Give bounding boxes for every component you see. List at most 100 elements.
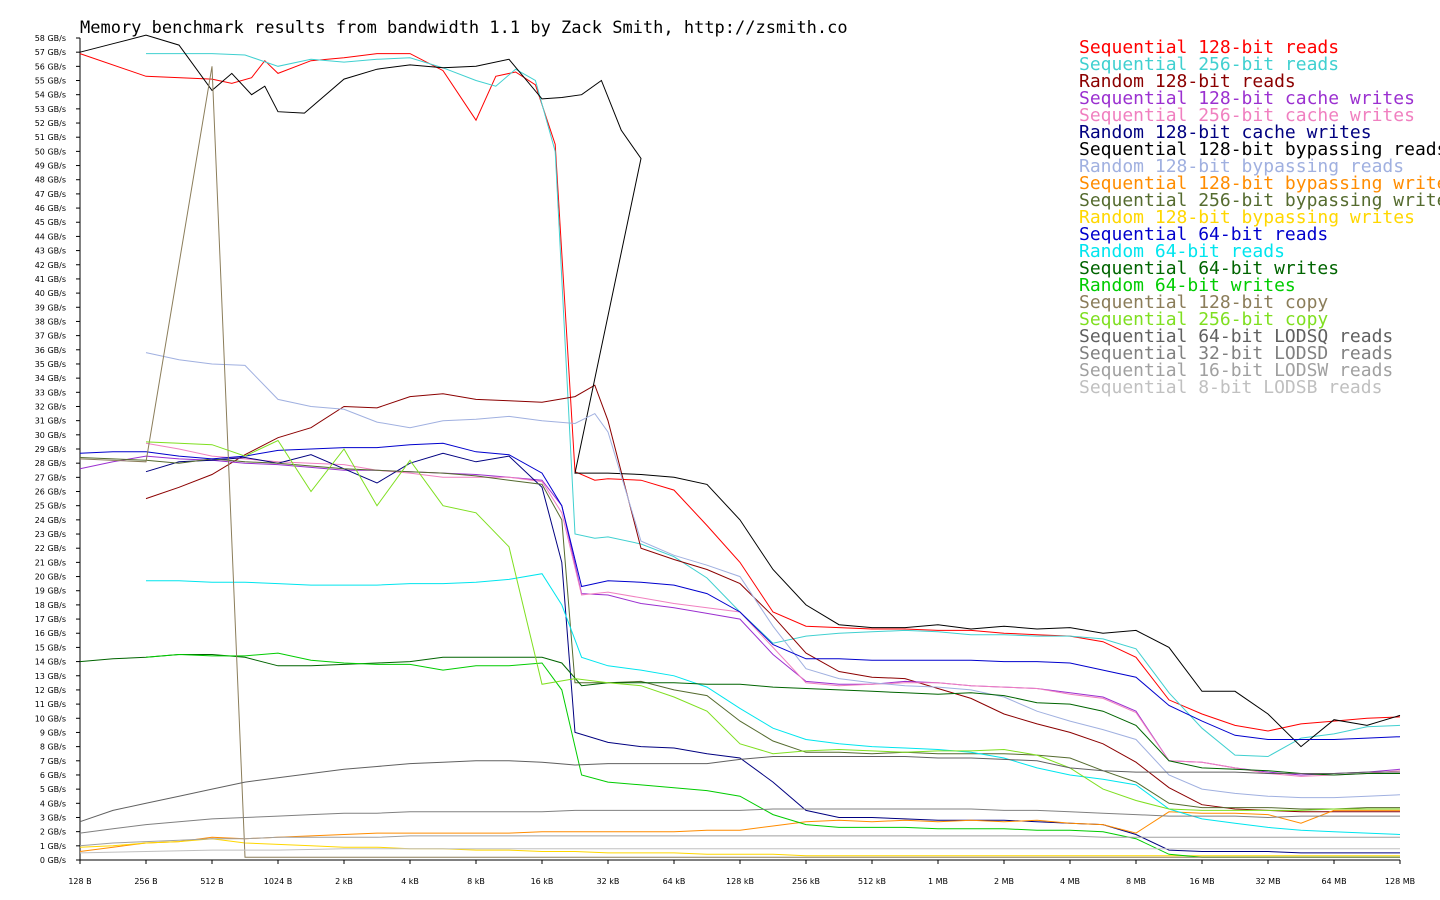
y-tick-label: 44 GB/s <box>35 232 66 241</box>
y-tick-label: 54 GB/s <box>35 91 66 100</box>
y-tick-label: 47 GB/s <box>35 190 66 199</box>
x-tick-label: 16 kB <box>531 877 554 886</box>
y-tick-label: 37 GB/s <box>35 332 66 341</box>
x-tick-group: 128 B 256 B 512 B 1024 B 2 kB 4 kB 8 kB 16 kB 32… <box>68 860 1415 886</box>
y-tick-label: 18 GB/s <box>35 601 66 610</box>
y-tick-label: 53 GB/s <box>35 105 66 114</box>
x-tick-label: 128 B <box>68 877 91 886</box>
y-tick-label: 58 GB/s <box>35 34 66 43</box>
x-tick-label: 512 B <box>200 877 223 886</box>
legend-entry-14: Random 64-bit writes <box>1079 275 1296 296</box>
x-tick-label: 32 MB <box>1255 877 1280 886</box>
legend-entry-15: Sequential 128-bit copy <box>1079 292 1328 313</box>
y-tick-label: 23 GB/s <box>35 530 66 539</box>
x-tick-label: 64 MB <box>1321 877 1346 886</box>
y-tick-label: 35 GB/s <box>35 360 66 369</box>
series-line-19 <box>79 835 1400 847</box>
y-tick-label: 33 GB/s <box>35 388 66 397</box>
x-tick-label: 1024 B <box>264 877 292 886</box>
legend-entry-10: Random 128-bit bypassing writes <box>1079 207 1415 228</box>
y-tick-label: 34 GB/s <box>35 374 66 383</box>
y-tick-label: 42 GB/s <box>35 261 66 270</box>
series-line-20 <box>79 848 1400 854</box>
y-tick-label: 6 GB/s <box>40 771 66 780</box>
series-line-14 <box>145 652 1400 858</box>
y-tick-label: 49 GB/s <box>35 162 66 171</box>
y-tick-label: 48 GB/s <box>35 176 66 185</box>
y-tick-label: 38 GB/s <box>35 317 66 326</box>
y-tick-label: 3 GB/s <box>40 813 66 822</box>
x-tick-label: 2 kB <box>335 877 353 886</box>
y-tick-label: 4 GB/s <box>40 799 66 808</box>
legend-entry-18: Sequential 32-bit LODSD reads <box>1079 343 1393 364</box>
legend-entry-20: Sequential 8-bit LODSB reads <box>1079 377 1382 398</box>
x-tick-label: 8 kB <box>467 877 485 886</box>
series-line-18 <box>79 808 1400 834</box>
legend-entry-13: Sequential 64-bit writes <box>1079 258 1339 279</box>
legend-entry-17: Sequential 64-bit LODSQ reads <box>1079 326 1393 347</box>
y-tick-label: 9 GB/s <box>40 728 66 737</box>
legend-entry-16: Sequential 256-bit copy <box>1079 309 1328 330</box>
y-tick-label: 43 GB/s <box>35 247 66 256</box>
chart-title: Memory benchmark results from bandwidth … <box>80 18 848 38</box>
y-tick-label: 21 GB/s <box>35 558 66 567</box>
series-group <box>79 34 1401 858</box>
series-line-16 <box>145 439 1400 811</box>
legend-entry-4: Sequential 256-bit cache writes <box>1079 105 1415 126</box>
x-tick-label: 128 kB <box>726 877 754 886</box>
y-tick-label: 52 GB/s <box>35 119 66 128</box>
y-tick-label: 28 GB/s <box>35 459 66 468</box>
x-tick-label: 512 kB <box>858 877 886 886</box>
series-line-7 <box>145 352 1401 799</box>
x-tick-label: 32 kB <box>597 877 620 886</box>
y-tick-label: 31 GB/s <box>35 417 66 426</box>
y-tick-label: 5 GB/s <box>40 785 66 794</box>
y-tick-label: 25 GB/s <box>35 502 66 511</box>
series-line-3 <box>79 455 1401 776</box>
x-tick-label: 4 MB <box>1060 877 1080 886</box>
x-tick-label: 4 kB <box>401 877 419 886</box>
series-line-11 <box>79 442 1401 740</box>
y-tick-label: 36 GB/s <box>35 346 66 355</box>
y-tick-label: 2 GB/s <box>40 828 66 837</box>
y-tick-label: 8 GB/s <box>40 743 66 752</box>
y-tick-label: 55 GB/s <box>35 77 66 86</box>
y-tick-label: 20 GB/s <box>35 573 66 582</box>
y-tick-label: 22 GB/s <box>35 544 66 553</box>
legend-entry-19: Sequential 16-bit LODSW reads <box>1079 360 1393 381</box>
y-tick-label: 41 GB/s <box>35 275 66 284</box>
x-tick-label: 8 MB <box>1126 877 1146 886</box>
series-line-17 <box>79 756 1400 823</box>
y-tick-label: 26 GB/s <box>35 488 66 497</box>
x-tick-label: 256 B <box>134 877 157 886</box>
y-tick-label: 46 GB/s <box>35 204 66 213</box>
legend-entry-12: Random 64-bit reads <box>1079 241 1285 262</box>
y-tick-label: 15 GB/s <box>35 643 66 652</box>
y-tick-label: 16 GB/s <box>35 629 66 638</box>
legend-entry-2: Random 128-bit reads <box>1079 71 1296 92</box>
y-tick-label: 13 GB/s <box>35 672 66 681</box>
x-tick-label: 64 kB <box>663 877 686 886</box>
y-tick-label: 24 GB/s <box>35 516 66 525</box>
y-tick-label: 11 GB/s <box>35 700 66 709</box>
series-line-9 <box>79 457 1400 810</box>
series-line-1 <box>146 53 1401 758</box>
legend-entry-3: Sequential 128-bit cache writes <box>1079 88 1415 109</box>
series-line-4 <box>145 442 1401 777</box>
y-tick-label: 32 GB/s <box>35 402 66 411</box>
series-line-6 <box>79 34 1401 748</box>
series-line-2 <box>145 384 1400 813</box>
legend-entry-9: Sequential 256-bit bypassing writes <box>1079 190 1440 211</box>
series-line-5 <box>145 452 1400 854</box>
legend-entry-11: Sequential 64-bit reads <box>1079 224 1328 245</box>
legend-entry-1: Sequential 256-bit reads <box>1079 54 1339 75</box>
series-line-13 <box>79 654 1400 776</box>
y-tick-label: 7 GB/s <box>40 757 66 766</box>
y-tick-label: 14 GB/s <box>35 658 66 667</box>
y-tick-label: 45 GB/s <box>35 218 66 227</box>
y-tick-label: 56 GB/s <box>35 62 66 71</box>
y-tick-label: 57 GB/s <box>35 48 66 57</box>
y-tick-label: 0 GB/s <box>40 856 66 865</box>
